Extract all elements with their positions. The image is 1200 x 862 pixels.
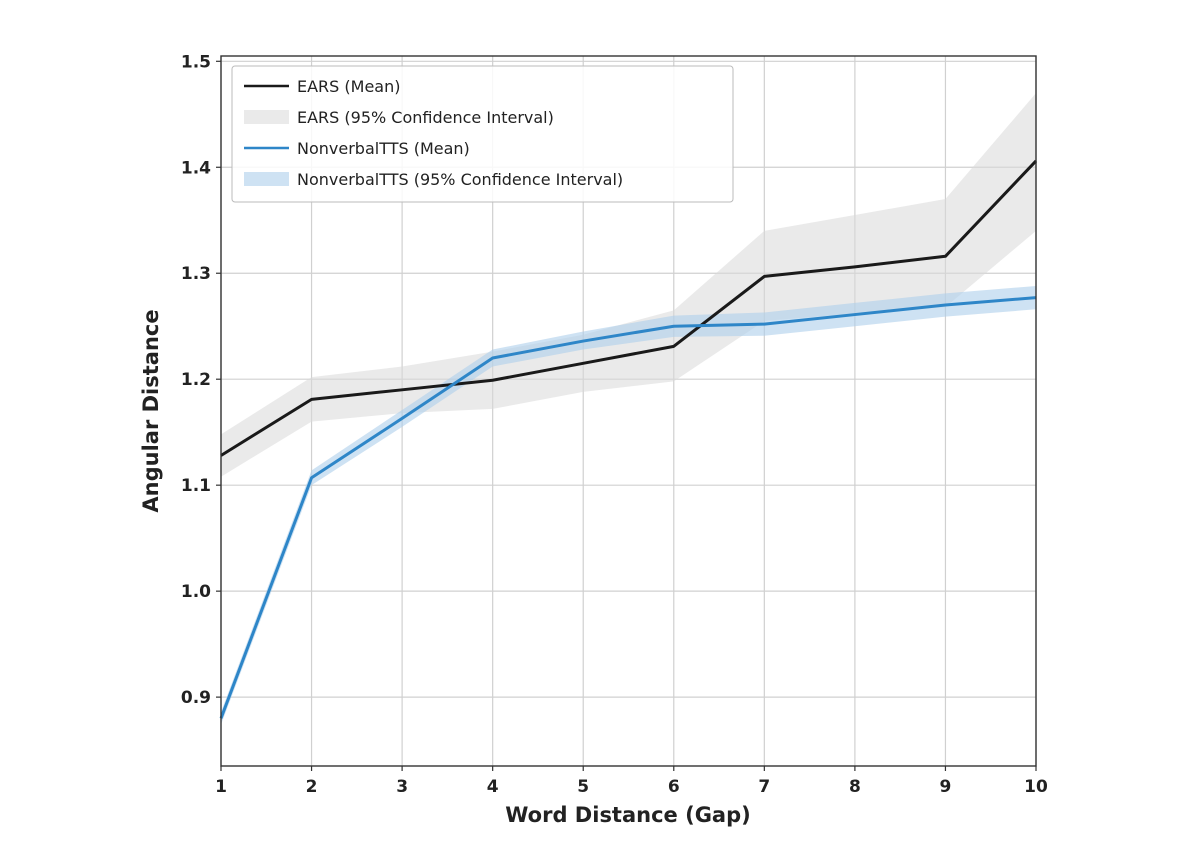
- x-axis-title: Word Distance (Gap): [505, 803, 750, 827]
- x-tick-labels: 1 2 3 4 5 6 7 8 9 10: [215, 766, 1048, 797]
- legend-label-ears-mean: EARS (Mean): [297, 77, 401, 96]
- x-tick-label: 10: [1024, 777, 1048, 797]
- plot-frame: [220, 55, 1037, 767]
- y-tick-label: 0.9: [181, 688, 211, 708]
- y-tick-label: 1.3: [181, 264, 211, 284]
- x-tick-label: 2: [306, 777, 318, 797]
- confidence-band-1: [221, 285, 1036, 725]
- legend-swatch-ears-ci: [244, 110, 289, 124]
- series-lines: [219, 159, 1038, 719]
- legend-frame: [231, 65, 734, 203]
- x-tick-label: 5: [577, 777, 589, 797]
- x-tick-label: 1: [215, 777, 227, 797]
- legend-label-nonverbaltts-ci: NonverbalTTS (95% Confidence Interval): [297, 170, 623, 189]
- legend-label-nonverbaltts-mean: NonverbalTTS (Mean): [297, 139, 470, 158]
- y-tick-labels: 0.9 1.0 1.1 1.2 1.3 1.4 1.5: [181, 52, 221, 708]
- x-tick-label: 4: [487, 777, 499, 797]
- series-line-1: [219, 296, 1037, 719]
- confidence-bands: [221, 93, 1036, 725]
- x-tick-label: 7: [758, 777, 770, 797]
- x-tick-label: 6: [668, 777, 680, 797]
- y-tick-label: 1.4: [181, 158, 211, 178]
- x-tick-label: 9: [940, 777, 952, 797]
- y-tick-label: 1.5: [181, 52, 211, 72]
- legend: EARS (Mean) EARS (95% Confidence Interva…: [231, 65, 734, 203]
- confidence-band-0: [221, 93, 1036, 477]
- y-tick-label: 1.1: [181, 476, 211, 496]
- legend-swatch-nonverbaltts-ci: [244, 172, 289, 186]
- x-tick-label: 8: [849, 777, 861, 797]
- y-tick-label: 1.0: [181, 582, 211, 602]
- x-tick-label: 3: [396, 777, 408, 797]
- y-tick-label: 1.2: [181, 370, 211, 390]
- y-axis-title: Angular Distance: [139, 309, 163, 512]
- legend-label-ears-ci: EARS (95% Confidence Interval): [297, 108, 554, 127]
- series-line-0: [220, 159, 1038, 457]
